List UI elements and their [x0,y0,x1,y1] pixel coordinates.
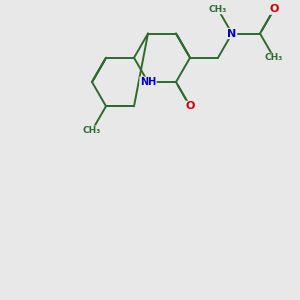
Text: CH₃: CH₃ [209,5,227,14]
Text: O: O [269,4,279,14]
Text: CH₃: CH₃ [83,126,101,135]
Text: NH: NH [140,77,156,87]
Text: O: O [185,101,195,111]
Text: N: N [227,28,237,38]
Text: CH₃: CH₃ [265,53,283,62]
